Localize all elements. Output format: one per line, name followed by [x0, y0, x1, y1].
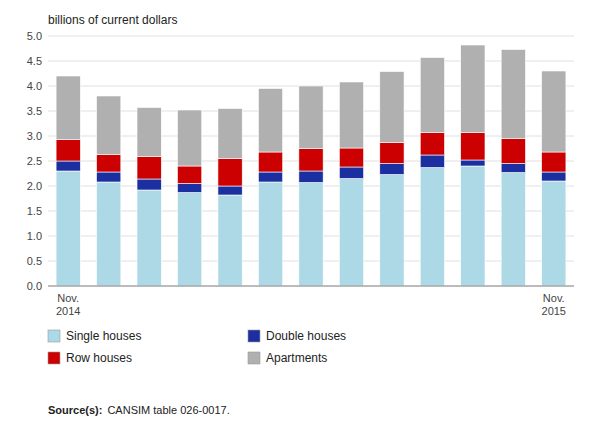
y-tick-label: 5.0 [27, 30, 42, 42]
legend-swatch [48, 352, 60, 364]
y-tick-label: 4.0 [27, 80, 42, 92]
bar-segment [177, 184, 201, 193]
bar-segment [542, 71, 566, 152]
bar-segment [299, 171, 323, 183]
bar-segment [97, 182, 121, 286]
x-ticks: Nov.2014Nov.2015 [56, 292, 566, 317]
x-tick-label-line: 2014 [56, 305, 80, 317]
bar-segment [380, 72, 404, 143]
y-tick-label: 3.5 [27, 105, 42, 117]
bar-segment [177, 110, 201, 166]
legend-swatch [48, 330, 60, 342]
legend-swatch [248, 352, 260, 364]
bar-segment [258, 152, 282, 172]
y-axis-label: billions of current dollars [48, 13, 177, 27]
bar-segment [218, 186, 242, 195]
grid-line [48, 286, 574, 287]
bar-segment [56, 140, 80, 162]
bar-segment [177, 193, 201, 287]
x-tick-label: Nov.2015 [542, 292, 566, 317]
bar-segment [56, 76, 80, 140]
bar-segment [299, 149, 323, 172]
bar-segment [380, 164, 404, 175]
bar-segment [542, 181, 566, 286]
y-tick-label: 3.0 [27, 130, 42, 142]
bar-segment [542, 152, 566, 172]
y-tick-label: 0.5 [27, 255, 42, 267]
bar-segment [258, 172, 282, 182]
bar-segment [137, 179, 161, 190]
legend-label: Row houses [66, 351, 132, 365]
annotation: CANSIM table 026-0017. [107, 404, 229, 416]
bar-segment [461, 166, 485, 286]
bar-segment [299, 183, 323, 287]
bar-segment [339, 148, 363, 167]
bar-segment [339, 167, 363, 179]
x-tick-label-line: Nov. [57, 292, 79, 304]
y-ticks: 0.0 0.5 1.0 1.5 2.0 2.5 3.0 3.5 4.0 4.5 5.0 [27, 30, 42, 292]
legend-swatch [248, 330, 260, 342]
grid-line [48, 36, 574, 37]
annotation: Source(s): [48, 404, 102, 416]
bar-segment [218, 195, 242, 286]
chart: billions of current dollars 0.0 0.5 1.0 1.5 2… [0, 0, 589, 434]
grid-line [48, 61, 574, 62]
x-tick-label-line: 2015 [542, 305, 566, 317]
bar-segment [218, 109, 242, 159]
bar-segment [56, 171, 80, 286]
bar-segment [177, 166, 201, 184]
x-tick-label: Nov.2014 [56, 292, 80, 317]
source-note: Source(s): CANSIM table 026-0017. [48, 404, 230, 416]
bar-segment [461, 133, 485, 161]
bar-segment [420, 133, 444, 156]
bar-segment [97, 96, 121, 155]
page: {"chart_data": { "type": "bar", "stacked… [0, 0, 589, 434]
y-tick-label: 4.5 [27, 55, 42, 67]
bar-segment [380, 175, 404, 287]
bar-segment [501, 139, 525, 164]
bar-segment [380, 143, 404, 164]
legend-label: Single houses [66, 329, 141, 343]
bar-segment [258, 89, 282, 153]
legend: Single houses Double houses Row houses Apar… [48, 329, 346, 365]
bar-segment [461, 160, 485, 166]
bar-segment [339, 179, 363, 287]
bar-segment [56, 161, 80, 171]
bar-segment [137, 108, 161, 157]
y-tick-label: 0.0 [27, 280, 42, 292]
bars [56, 45, 566, 286]
bar-segment [299, 86, 323, 149]
bar-segment [420, 168, 444, 287]
x-axis-line [48, 286, 574, 287]
bar-segment [97, 155, 121, 173]
legend-label: Double houses [266, 329, 346, 343]
grid [48, 36, 574, 286]
bar-segment [420, 155, 444, 168]
bar-segment [542, 172, 566, 181]
bar-segment [137, 190, 161, 286]
bar-segment [420, 58, 444, 133]
bar-segment [501, 50, 525, 139]
y-tick-label: 1.5 [27, 205, 42, 217]
bar-segment [501, 173, 525, 287]
bar-segment [97, 172, 121, 182]
bar-segment [137, 157, 161, 180]
y-tick-label: 1.0 [27, 230, 42, 242]
bar-segment [218, 159, 242, 187]
bar-segment [501, 164, 525, 173]
y-tick-label: 2.5 [27, 155, 42, 167]
bar-segment [258, 182, 282, 286]
bar-segment [461, 45, 485, 133]
legend-label: Apartments [266, 351, 327, 365]
bar-segment [339, 82, 363, 148]
y-tick-label: 2.0 [27, 180, 42, 192]
x-tick-label-line: Nov. [543, 292, 565, 304]
